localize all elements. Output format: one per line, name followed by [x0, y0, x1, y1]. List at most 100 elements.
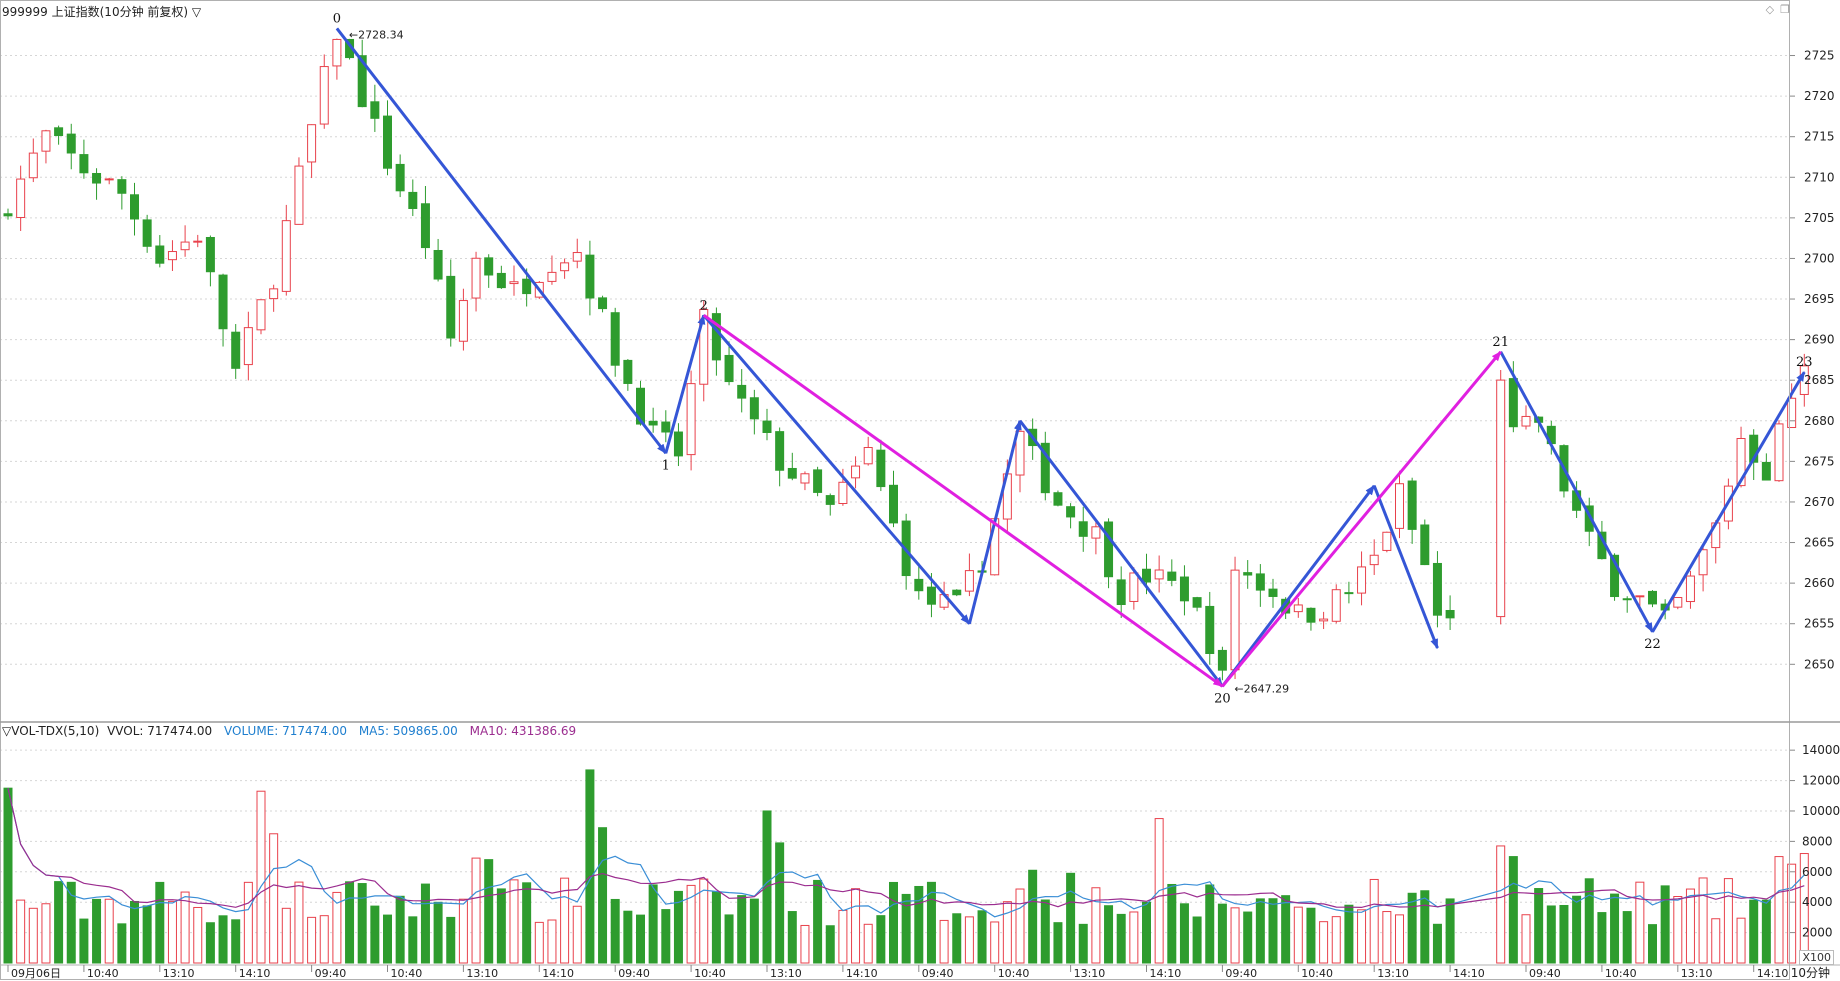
candle-body [598, 297, 608, 310]
candle-body [1749, 434, 1759, 463]
chart-frame [0, 0, 1790, 980]
volume-bar [1749, 899, 1759, 964]
candle-body [1230, 569, 1240, 671]
price-tick-label: 2655 [1804, 617, 1835, 631]
candle-body [572, 252, 582, 262]
volume-bar [952, 913, 962, 964]
wave-arrow [1221, 350, 1502, 688]
grid-lines [0, 55, 1790, 934]
volume-bar [167, 900, 177, 964]
volume-bar [522, 882, 532, 964]
volume-bar [155, 881, 165, 964]
price-tick-label: 2675 [1804, 454, 1835, 468]
wave-point-label: 2 [700, 298, 708, 313]
volume-bar [724, 914, 734, 964]
wave-labels: 0 ←2728.34 1 2 20←2647.29 21 22 23 [333, 11, 1813, 706]
candle-body [1217, 649, 1227, 671]
volume-bar [92, 898, 102, 964]
time-tick-label: 14:10 [1150, 967, 1182, 980]
period-label[interactable]: 10分钟 [1790, 966, 1830, 980]
candle-body [142, 219, 152, 247]
candle-body [357, 55, 367, 108]
candle-body [484, 257, 494, 276]
wave-arrow [1651, 371, 1806, 633]
wave-guide-line [1373, 485, 1438, 649]
volume-bar [1331, 916, 1341, 964]
wave-point-label: 21 [1492, 335, 1509, 350]
volume-bar [825, 925, 835, 964]
price-tick-label: 2680 [1804, 414, 1835, 428]
time-tick-label: 09:40 [1529, 967, 1561, 980]
volume-bar [370, 905, 380, 964]
volume-bar [686, 884, 696, 964]
volume-bar [711, 891, 721, 964]
chart-title[interactable]: 999999 上证指数(10分钟 前复权) ▽ [2, 5, 202, 19]
candle-body [737, 384, 747, 399]
volume-bar [433, 901, 443, 964]
volume-bar [332, 891, 342, 964]
candle-body [1104, 521, 1114, 578]
volume-bar [231, 919, 241, 964]
price-tick-label: 2715 [1804, 130, 1835, 144]
volume-bar [1559, 904, 1569, 964]
candle-body [307, 124, 317, 163]
wave-point-label: 22 [1644, 637, 1661, 652]
window-icon[interactable]: ❐ [1780, 3, 1790, 16]
time-tick-label: 14:10 [846, 967, 878, 980]
volume-bar [269, 833, 279, 964]
ma10-value: MA10: 431386.69 [469, 724, 577, 738]
time-tick-label: 09:40 [1225, 967, 1257, 980]
candle-body [1508, 378, 1518, 428]
volume-bar [1268, 898, 1278, 964]
volume-bar [851, 888, 861, 964]
volume-bar [1243, 911, 1253, 964]
candle-body [1331, 589, 1341, 622]
diamond-icon[interactable]: ◇ [1765, 3, 1775, 16]
volume-bar [1053, 922, 1063, 964]
candle-body [16, 178, 26, 218]
volume-legend: ▽VOL-TDX(5,10) VVOL: 717474.00 VOLUME: 7… [2, 724, 576, 738]
volume-bar [383, 914, 392, 964]
candle-body [458, 300, 468, 342]
candle-body [155, 245, 165, 264]
candle-body [231, 331, 241, 369]
candle-body [383, 115, 392, 169]
price-tick-label: 2710 [1804, 170, 1835, 184]
candle-body [636, 387, 645, 425]
candle-body [408, 191, 418, 209]
volume-tick-label: 14000 [1802, 743, 1840, 757]
candle-body [496, 272, 506, 289]
volume-bars [3, 769, 1809, 964]
vol-indicator-name[interactable]: ▽VOL-TDX(5,10) [2, 724, 100, 738]
volume-bar [54, 881, 64, 964]
vvol-value: VVOL: 717474.00 [107, 724, 213, 738]
wave-point-label: 23 [1796, 355, 1813, 370]
volume-bar [1635, 881, 1645, 964]
volume-bar [800, 924, 810, 964]
ma5-value: MA5: 509865.00 [358, 724, 458, 738]
volume-bar [1761, 899, 1771, 964]
volume-bar [345, 881, 355, 964]
volume-bar [1205, 884, 1215, 964]
candle-body [1584, 505, 1594, 532]
volume-bar [104, 898, 114, 964]
candle-body [28, 152, 38, 179]
volume-tick-label: 12000 [1802, 774, 1840, 788]
volume-bar [560, 877, 570, 964]
ma5-line [7, 788, 1805, 918]
volume-bar [1002, 901, 1012, 964]
volume-bar [294, 881, 304, 964]
candlesticks [3, 38, 1809, 681]
candle-body [509, 281, 519, 285]
volume-bar [357, 883, 367, 964]
candle-body [446, 275, 456, 339]
volume-bar [408, 916, 418, 964]
wave-guide-line [1019, 420, 1223, 687]
candle-body [332, 38, 342, 67]
volume-bar [1116, 913, 1126, 964]
candle-body [1255, 573, 1265, 591]
volume-bar [1217, 903, 1227, 964]
candle-body [1698, 549, 1708, 576]
candle-body [79, 154, 89, 174]
volume-bar [1445, 898, 1455, 964]
